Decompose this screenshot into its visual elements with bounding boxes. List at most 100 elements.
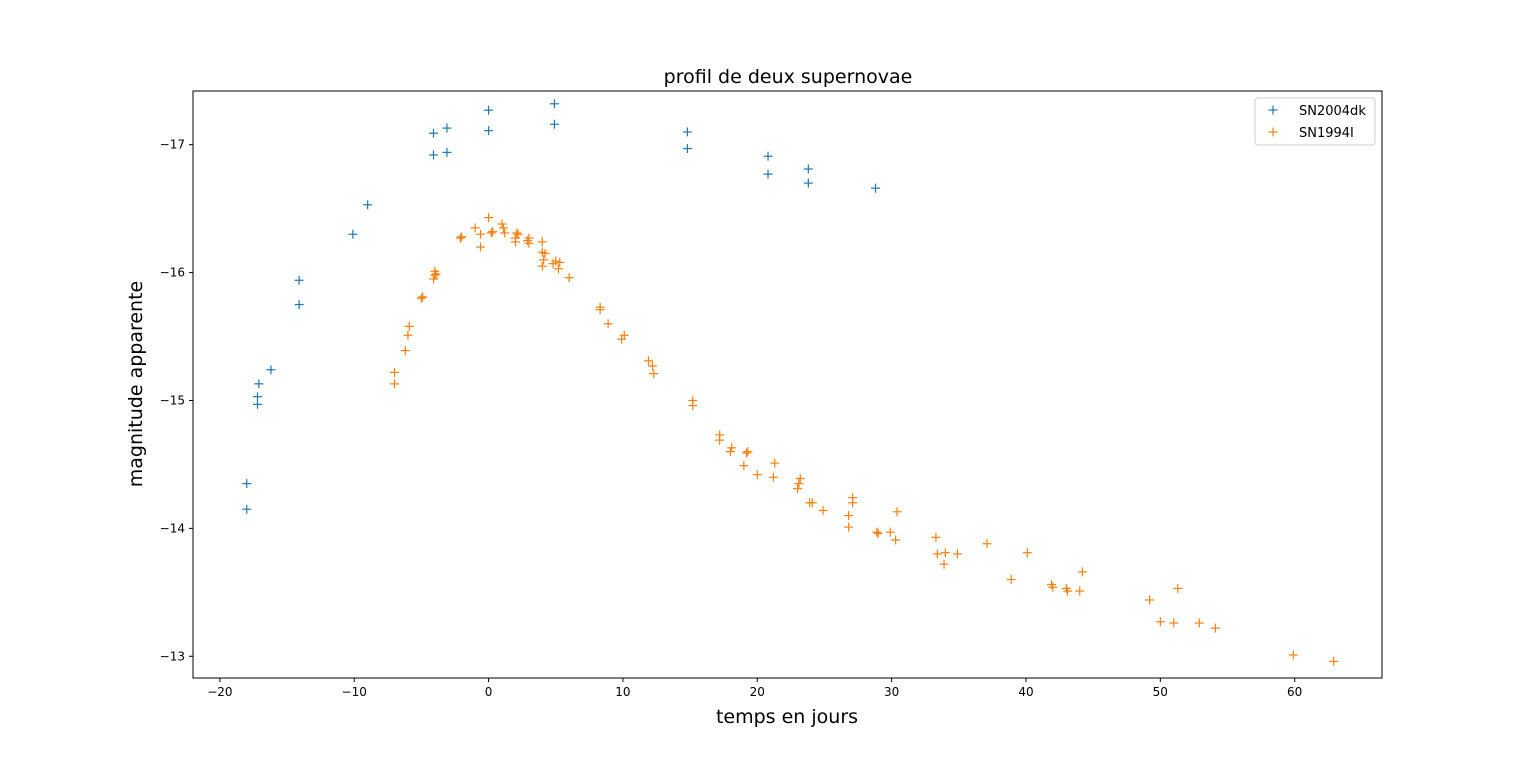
data-point xyxy=(457,232,467,242)
data-point xyxy=(848,493,858,503)
data-point xyxy=(931,532,941,542)
legend-label: SN1994I xyxy=(1299,126,1354,141)
x-tick-label: −10 xyxy=(342,685,367,699)
data-point xyxy=(1077,567,1087,577)
data-point xyxy=(739,461,749,471)
data-point xyxy=(242,479,252,489)
data-point xyxy=(1063,586,1073,596)
data-point xyxy=(470,223,480,233)
data-point xyxy=(1155,617,1165,627)
data-point xyxy=(348,229,358,239)
legend-marker xyxy=(1268,105,1278,115)
legend-marker xyxy=(1268,127,1278,137)
data-point xyxy=(872,527,882,537)
data-point xyxy=(892,507,902,517)
data-point xyxy=(844,511,854,521)
data-point xyxy=(555,257,565,267)
data-point xyxy=(403,330,413,340)
data-point xyxy=(952,549,962,559)
data-point xyxy=(763,169,773,179)
series-sn1994i xyxy=(390,213,1339,666)
series-sn2004dk xyxy=(242,99,880,514)
data-point xyxy=(488,227,498,237)
data-point xyxy=(390,379,400,389)
data-point xyxy=(252,392,262,402)
data-point xyxy=(1288,650,1298,660)
data-point xyxy=(1210,623,1220,633)
data-point xyxy=(512,228,522,238)
data-point xyxy=(524,233,534,243)
data-point xyxy=(818,505,828,515)
data-point xyxy=(390,367,400,377)
data-point xyxy=(891,535,901,545)
plot-area-frame xyxy=(192,90,1383,679)
x-tick-label: 10 xyxy=(615,685,630,699)
data-point xyxy=(873,528,883,538)
data-point xyxy=(682,127,692,137)
data-point xyxy=(484,105,494,115)
x-tick-label: 50 xyxy=(1153,685,1168,699)
legend-box xyxy=(1254,97,1376,146)
data-point xyxy=(982,539,992,549)
data-point xyxy=(803,178,813,188)
data-point xyxy=(763,151,773,161)
data-point xyxy=(442,123,452,133)
data-point xyxy=(807,498,817,508)
data-point xyxy=(539,255,549,265)
data-point xyxy=(595,302,605,312)
data-point xyxy=(940,548,950,558)
data-point xyxy=(688,395,698,405)
x-tick-label: 20 xyxy=(750,685,765,699)
data-point xyxy=(803,164,813,174)
data-point xyxy=(794,479,804,489)
data-point xyxy=(1169,618,1179,628)
data-point xyxy=(431,269,441,279)
y-axis: −17 −16 −15 −14 −13 xyxy=(160,138,193,663)
data-point xyxy=(416,293,426,303)
data-point xyxy=(647,361,657,371)
y-tick-label: −17 xyxy=(160,138,185,152)
data-point xyxy=(682,144,692,154)
data-point xyxy=(363,200,373,210)
data-point xyxy=(442,147,452,157)
data-point xyxy=(768,472,778,482)
legend-label: SN2004dk xyxy=(1299,104,1366,119)
x-axis-label: temps en jours xyxy=(716,706,858,728)
data-point xyxy=(715,435,725,445)
data-point xyxy=(1194,618,1204,628)
data-point xyxy=(844,522,854,532)
y-tick-label: −14 xyxy=(160,521,185,535)
data-point xyxy=(428,274,438,284)
data-point xyxy=(476,229,486,239)
x-tick-label: 0 xyxy=(485,685,493,699)
data-point xyxy=(742,448,752,458)
data-point xyxy=(1075,586,1085,596)
data-point xyxy=(564,273,574,283)
data-point xyxy=(294,275,304,285)
x-tick-label: 40 xyxy=(1018,685,1033,699)
legend: SN2004dk SN1994I xyxy=(1254,97,1376,146)
y-tick-label: −15 xyxy=(160,393,185,407)
data-point xyxy=(643,356,653,366)
data-point xyxy=(649,369,659,379)
data-point xyxy=(870,183,880,193)
data-point xyxy=(752,470,762,480)
y-tick-label: −16 xyxy=(160,266,185,280)
data-point xyxy=(725,447,735,457)
data-point xyxy=(603,319,613,329)
data-point xyxy=(540,248,550,258)
data-point xyxy=(795,473,805,483)
data-point xyxy=(404,321,414,331)
data-point xyxy=(549,99,559,109)
chart-title: profil de deux supernovae xyxy=(664,66,913,88)
data-point xyxy=(1006,575,1016,585)
data-point xyxy=(537,237,547,247)
data-point xyxy=(743,447,753,457)
data-point xyxy=(1329,656,1339,666)
data-point xyxy=(793,484,803,494)
y-axis-label: magnitude apparente xyxy=(125,281,147,488)
data-point xyxy=(484,126,494,136)
data-point xyxy=(770,458,780,468)
data-point xyxy=(549,119,559,129)
